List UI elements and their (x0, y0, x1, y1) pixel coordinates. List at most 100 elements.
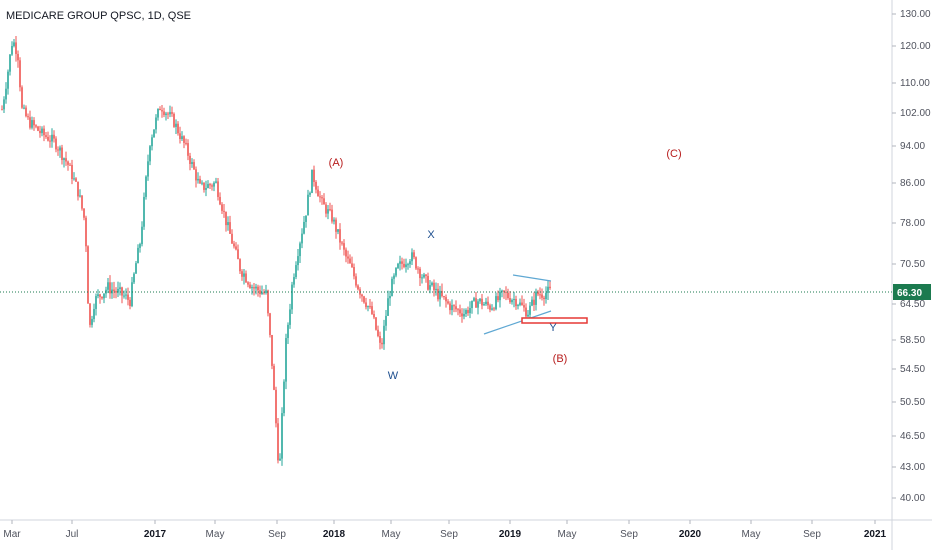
candle-body (81, 195, 83, 209)
candle-body (353, 267, 355, 277)
candle-body (107, 282, 109, 290)
candle-body (217, 181, 219, 197)
candle-body (259, 290, 261, 295)
candle-body (117, 288, 119, 293)
candle-body (511, 300, 513, 303)
candle-body (163, 111, 165, 115)
candle-body (91, 319, 93, 325)
candle-body (325, 204, 327, 214)
target-zone-box (521, 317, 588, 324)
candle-body (293, 277, 295, 285)
candle-body (425, 274, 427, 276)
candle-body (287, 324, 289, 339)
candle-body (395, 267, 397, 276)
candle-body (379, 336, 381, 343)
candle-body (371, 306, 373, 315)
candle-body (79, 195, 81, 197)
candle-body (409, 261, 411, 265)
x-tick-label: Sep (803, 529, 821, 540)
candle-body (17, 53, 19, 61)
candle-body (247, 282, 249, 285)
candle-body (263, 292, 265, 294)
candle-body (223, 210, 225, 212)
candle-body (113, 289, 115, 292)
candle-body (137, 247, 139, 264)
candle-body (331, 209, 333, 222)
candle-body (231, 233, 233, 244)
candle-body (275, 389, 277, 424)
candle-body (149, 146, 151, 162)
candle-body (423, 274, 425, 278)
last-price-label: 66.30 (897, 288, 922, 299)
candle-body (547, 286, 549, 293)
candle-body (161, 110, 163, 112)
candle-body (237, 249, 239, 260)
candle-body (183, 136, 185, 143)
candle-body (95, 296, 97, 309)
x-tick-label: Jul (66, 529, 79, 540)
candle-body (187, 143, 189, 156)
candle-body (465, 309, 467, 314)
candle-body (239, 259, 241, 272)
candle-body (203, 182, 205, 190)
candle-body (269, 313, 271, 335)
candle-body (405, 264, 407, 267)
candle-body (273, 365, 275, 390)
candle-body (491, 308, 493, 310)
candle-body (53, 134, 55, 139)
candle-body (543, 297, 545, 300)
candle-body (77, 181, 79, 197)
candle-body (133, 273, 135, 283)
candle-body (253, 287, 255, 289)
y-tick-label: 86.00 (900, 178, 925, 189)
candle-body (97, 294, 99, 297)
candle-body (447, 301, 449, 304)
candle-body (141, 226, 143, 245)
x-tick-label: May (206, 529, 225, 540)
candle-body (43, 128, 45, 136)
candle-body (445, 297, 447, 302)
candle-body (35, 125, 37, 127)
candle-body (245, 273, 247, 283)
candle-body (13, 42, 15, 46)
candle-body (31, 120, 33, 128)
candle-body (63, 158, 65, 161)
candle-body (441, 290, 443, 297)
candle-body (219, 196, 221, 205)
candle-body (279, 458, 281, 461)
candle-body (381, 342, 383, 345)
candle-body (313, 169, 315, 182)
last-price-tag (893, 284, 931, 300)
candle-body (321, 197, 323, 199)
candle-body (9, 54, 11, 72)
candle-body (317, 189, 319, 197)
candle-body (127, 294, 129, 300)
candle-body (391, 278, 393, 296)
candle-body (59, 147, 61, 151)
candle-body (537, 291, 539, 295)
candle-body (177, 123, 179, 134)
candle-body (481, 298, 483, 306)
candle-body (125, 294, 127, 296)
candle-body (525, 307, 527, 317)
candle-body (11, 45, 13, 55)
candle-body (387, 298, 389, 316)
candle-body (191, 162, 193, 164)
candle-body (403, 263, 405, 267)
candle-body (55, 138, 57, 150)
candle-body (453, 305, 455, 307)
candle-body (171, 112, 173, 114)
candle-body (241, 271, 243, 277)
candle-body (61, 147, 63, 161)
candle-body (15, 42, 17, 54)
candle-body (517, 304, 519, 307)
candle-body (3, 99, 5, 110)
candle-body (487, 301, 489, 306)
candle-body (285, 338, 287, 382)
candle-body (85, 217, 87, 247)
candle-body (299, 243, 301, 257)
candle-body (45, 135, 47, 137)
candle-body (431, 282, 433, 286)
y-tick-label: 94.00 (900, 141, 925, 152)
